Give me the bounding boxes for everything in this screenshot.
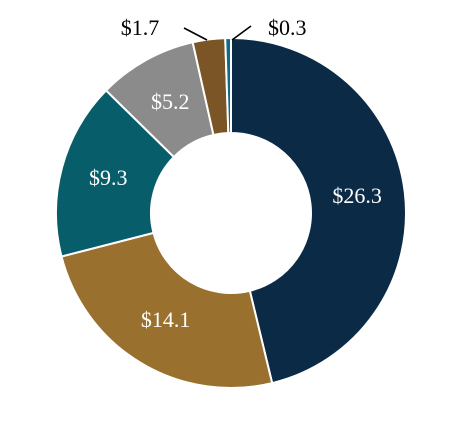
- slice-label-4: $1.7: [121, 15, 160, 40]
- leader-line-5: [231, 25, 252, 41]
- donut-slice-5: [224, 36, 232, 135]
- leader-lines: [183, 25, 252, 41]
- slice-label-0: $26.3: [332, 183, 382, 208]
- slice-labels: $26.3 $14.1 $9.3 $5.2 $1.7 $0.3: [89, 15, 382, 332]
- donut-slice-2: [55, 89, 176, 258]
- slice-label-5: $0.3: [268, 15, 307, 40]
- donut-slice-1: [60, 231, 274, 389]
- leader-line-4: [183, 27, 208, 41]
- donut-slice-0: [230, 36, 407, 385]
- slice-label-2: $9.3: [89, 165, 128, 190]
- slice-label-3: $5.2: [151, 89, 190, 114]
- slice-label-1: $14.1: [141, 307, 191, 332]
- donut-slices: [55, 36, 407, 389]
